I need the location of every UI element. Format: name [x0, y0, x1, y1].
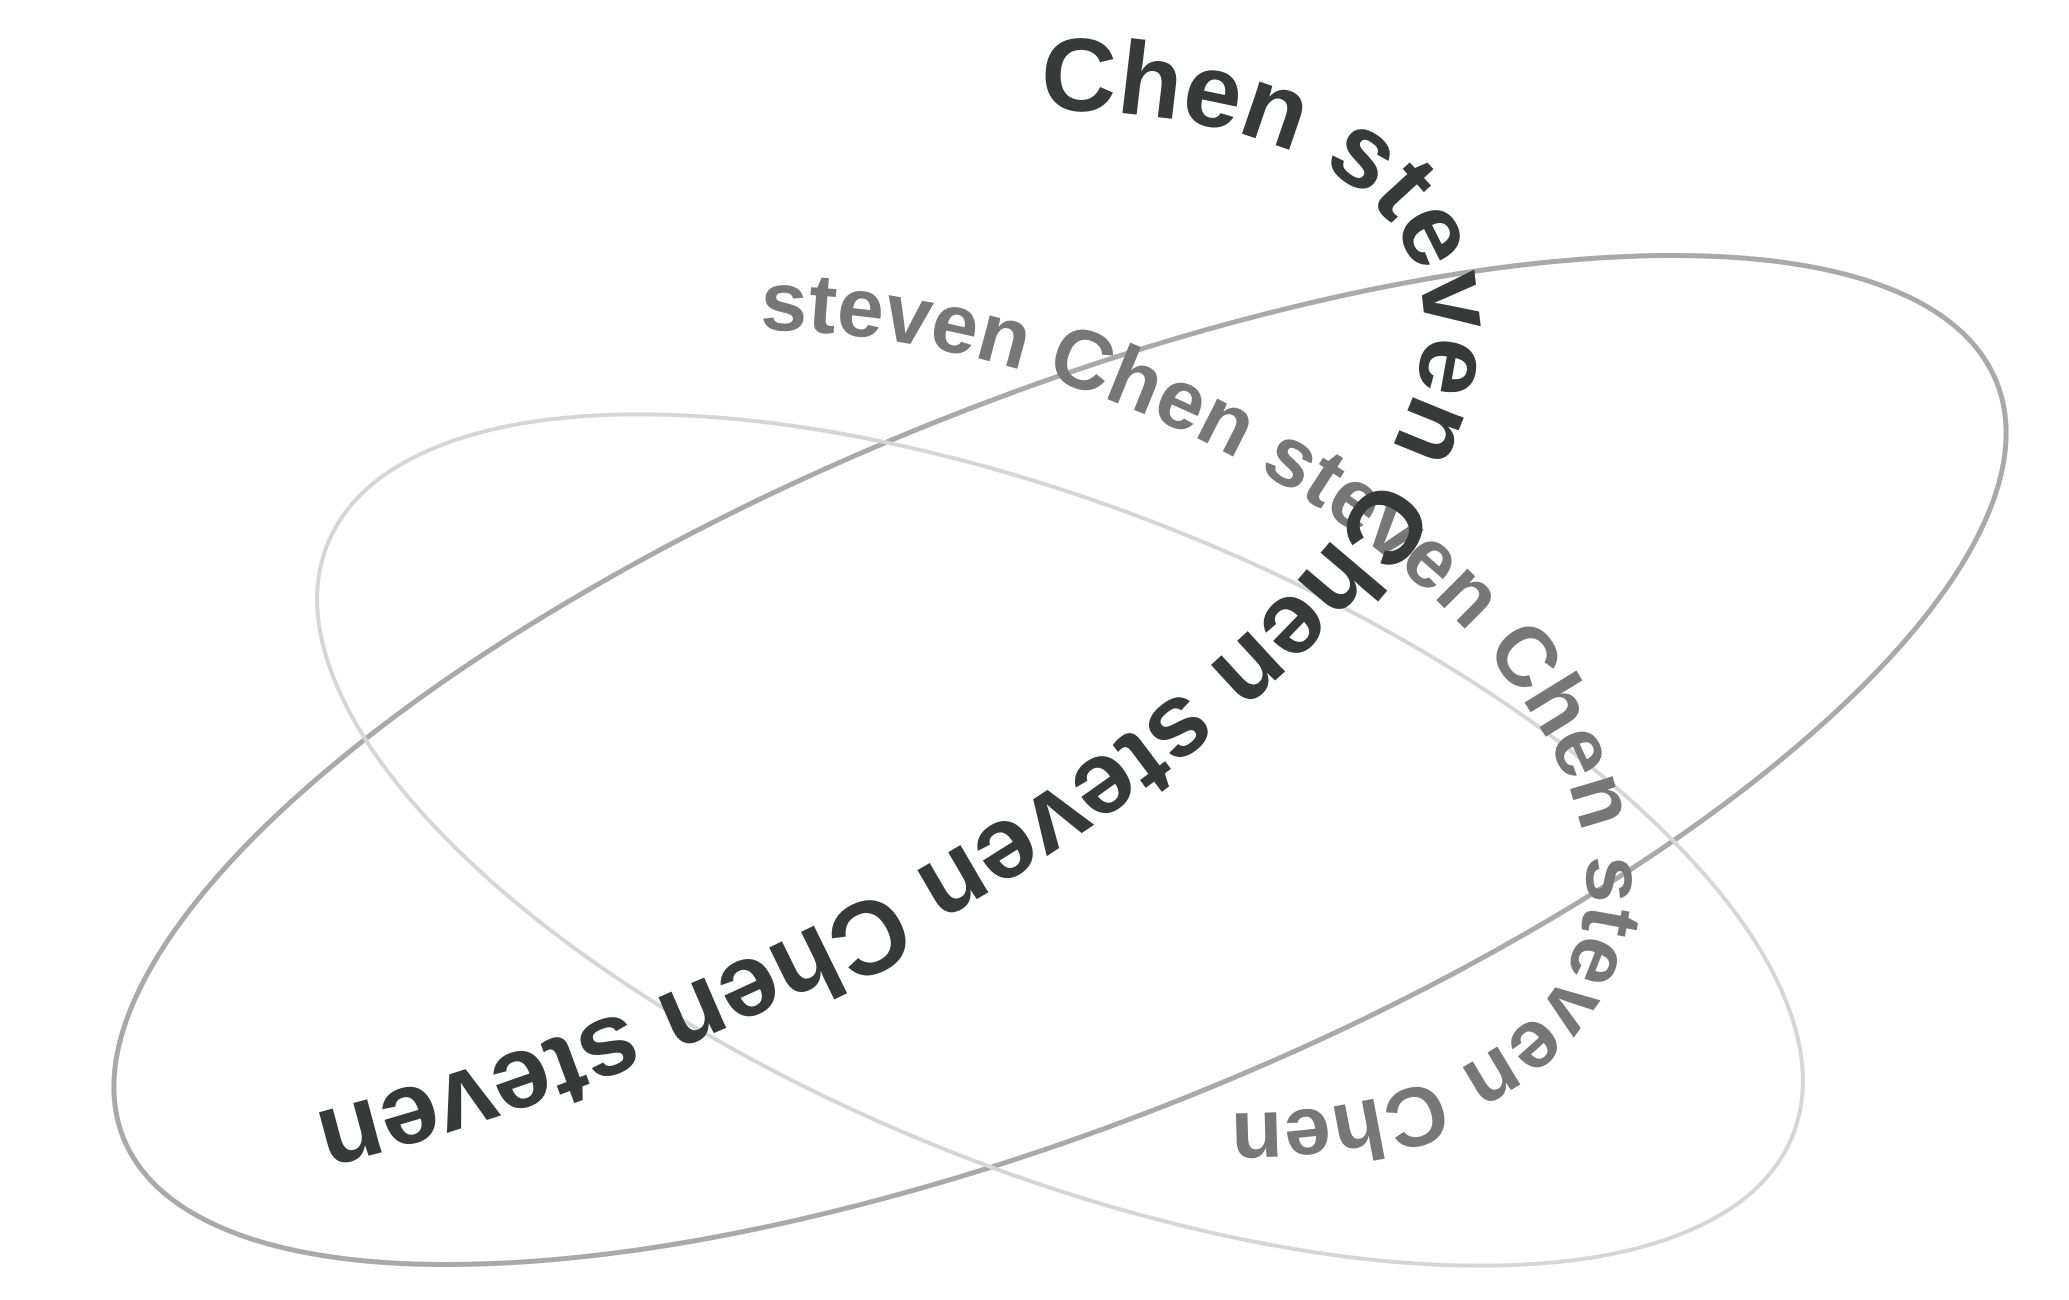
orbit-line-inner: [315, 412, 1805, 1268]
orbit-line-large: [111, 252, 2009, 1268]
inner-ring-text: steven Chen steven Chen steven Chen: [759, 254, 1663, 1190]
outer-ring-text: Chen steven Chen steven Chen steven: [307, 16, 1519, 1203]
inner-ring-textpath: steven Chen steven Chen steven Chen: [759, 254, 1663, 1190]
outer-ring-textpath: Chen steven Chen steven Chen steven: [307, 16, 1519, 1203]
